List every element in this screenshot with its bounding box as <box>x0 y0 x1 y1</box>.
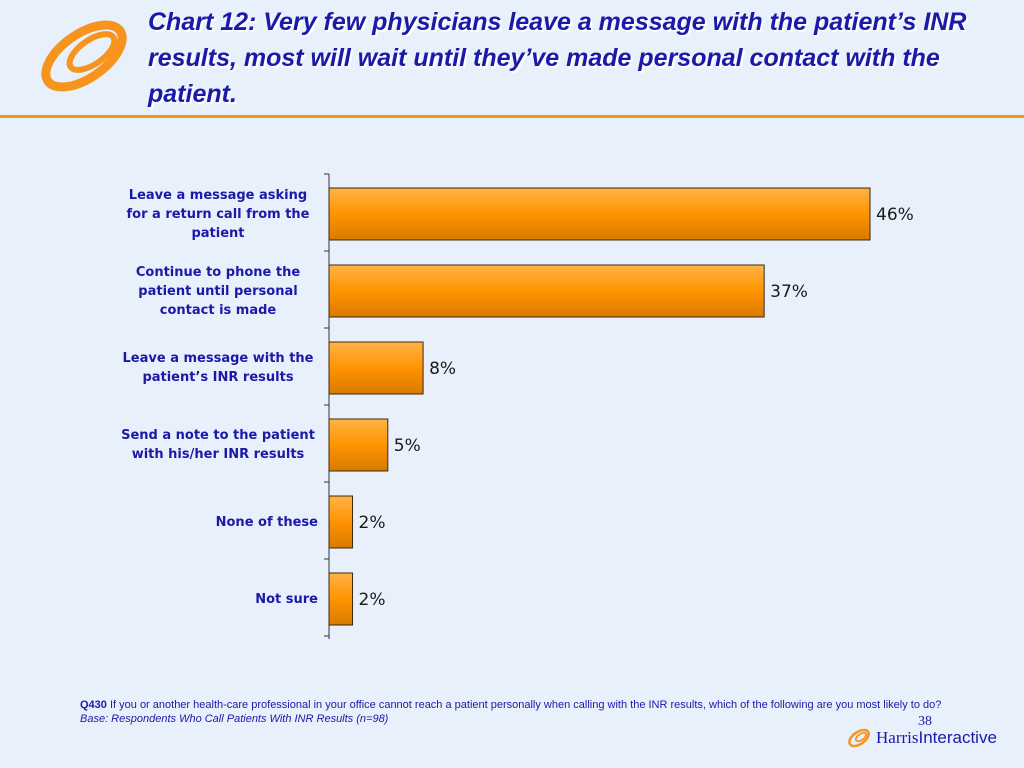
title-divider <box>0 115 1024 118</box>
base-note: Base: Respondents Who Call Patients With… <box>80 713 389 725</box>
question-id: Q430 <box>80 699 107 711</box>
category-label: Not sure <box>255 591 318 607</box>
footnote: Q430 If you or another health-care profe… <box>80 698 950 726</box>
bar <box>328 572 354 626</box>
data-label: 5% <box>394 436 421 456</box>
bar <box>328 341 424 395</box>
category-label: Leave a message with the patient’s INR r… <box>122 351 314 385</box>
category-label: Continue to phone the patient until pers… <box>135 264 301 318</box>
harris-logo-icon <box>41 20 127 92</box>
bar <box>328 264 765 318</box>
bar <box>328 418 389 472</box>
category-label: Send a note to the patient with his/her … <box>121 428 315 462</box>
brand-logo: HarrisInteractive <box>846 728 997 748</box>
data-label: 2% <box>359 590 386 610</box>
data-label: 37% <box>770 282 808 302</box>
page-title: Chart 12: Very few physicians leave a me… <box>148 8 967 108</box>
category-label: None of these <box>215 514 318 530</box>
data-label: 46% <box>876 205 914 225</box>
bar <box>328 495 354 549</box>
question-text: If you or another health-care profession… <box>109 699 942 711</box>
bar <box>328 187 871 241</box>
page-number: 38 <box>918 714 932 729</box>
data-label: 8% <box>429 359 456 379</box>
category-label: Leave a message asking for a return call… <box>126 187 310 241</box>
data-label: 2% <box>359 513 386 533</box>
brand-mark-icon <box>848 728 870 748</box>
brand-name: HarrisInteractive <box>876 728 997 747</box>
